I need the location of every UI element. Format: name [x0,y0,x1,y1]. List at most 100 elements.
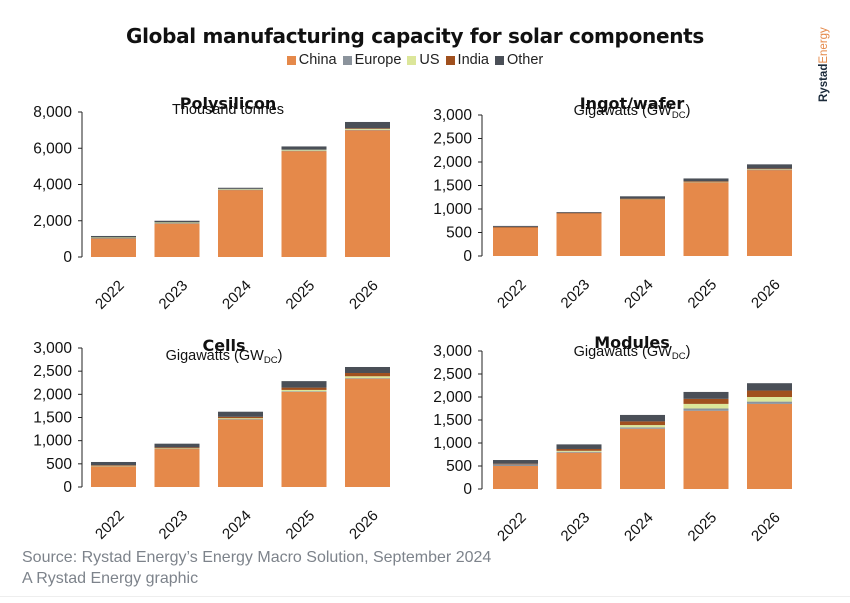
bar-segment-other-2025 [281,146,327,150]
legend-swatch-europe [342,55,352,65]
legend-item-europe: Europe [342,52,402,68]
bar-segment-china-2024 [620,428,665,489]
y-tick-label: 2,000 [433,154,472,171]
bar-segment-china-2025 [683,181,729,256]
bar-segment-europe-2026 [747,401,792,404]
y-tick-label: 3,000 [433,107,472,124]
bar-segment-other-2022 [493,225,538,227]
bar-segment-india-2026 [345,128,390,129]
bar-segment-india-2024 [620,198,665,200]
bar-segment-us-2026 [345,128,390,130]
bar-segment-india-2026 [345,373,390,377]
bar-segment-us-2024 [218,418,263,420]
y-tick-label: 0 [63,479,72,496]
footer: Source: Rystad Energy’s Energy Macro Sol… [22,547,491,589]
y-tick-label: 2,000 [33,213,72,230]
bar-segment-other-2026 [747,164,792,169]
bar-segment-europe-2024 [218,189,263,191]
y-tick-label: 8,000 [33,104,72,121]
bar-segment-us-2023 [556,450,602,452]
x-tick-label: 2022 [494,276,530,312]
legend-item-other: Other [495,52,543,68]
chart-title: Cells [202,336,245,355]
legend-swatch-china [286,55,296,65]
bar-segment-china-2022 [493,466,538,489]
legend: China Europe US India Other [0,52,830,68]
bar-segment-other-2024 [218,411,263,417]
x-tick-label: 2022 [92,507,128,543]
y-tick-label: 4,000 [33,177,72,194]
bar-segment-europe-2026 [747,169,792,171]
y-tick-label: 0 [463,248,472,265]
bar-segment-china-2026 [747,403,792,489]
x-tick-label: 2025 [283,277,319,313]
bar-segment-china-2026 [345,378,390,487]
x-tick-label: 2024 [621,509,657,545]
bar-segment-other-2022 [91,235,136,238]
y-tick-label: 0 [463,481,472,498]
x-tick-label: 2024 [219,277,255,313]
chart-title: Polysilicon [180,94,276,113]
y-tick-label: 2,000 [33,386,72,403]
bar-segment-other-2025 [683,178,729,182]
bar-segment-europe-2023 [556,451,602,453]
x-tick-label: 2026 [748,509,784,545]
x-tick-label: 2023 [558,509,594,545]
y-tick-label: 2,000 [433,389,472,406]
source-note: Source: Rystad Energy’s Energy Macro Sol… [22,549,492,566]
y-tick-label: 3,000 [33,340,72,357]
bar-segment-india-2026 [747,390,792,397]
bar-segment-china-2026 [345,130,390,257]
bar-segment-india-2025 [683,398,729,404]
x-tick-label: 2025 [685,276,721,312]
bar-segment-china-2023 [154,223,200,257]
bar-segment-other-2026 [747,383,792,391]
bottom-divider [0,596,850,597]
bar-segment-china-2023 [154,448,200,487]
x-tick-label: 2026 [346,507,382,543]
bar-segment-europe-2025 [281,150,327,152]
bar-segment-india-2023 [154,447,200,449]
bar-segment-europe-2025 [281,391,327,392]
legend-swatch-us [407,55,417,65]
bar-segment-china-2024 [218,189,263,257]
x-tick-label: 2022 [92,277,128,313]
legend-label: Europe [354,52,402,68]
y-tick-label: 1,000 [33,433,72,450]
legend-label: India [457,52,489,68]
x-tick-label: 2023 [156,507,192,543]
bar-segment-europe-2026 [345,129,390,131]
x-tick-label: 2023 [156,277,192,313]
bar-segment-china-2022 [91,466,136,487]
bar-segment-us-2024 [218,188,263,190]
legend-label: China [298,52,337,68]
bar-segment-china-2024 [620,199,665,256]
bar-segment-us-2022 [91,237,136,239]
bar-segment-china-2023 [556,212,602,256]
bar-segment-india-2022 [493,226,538,228]
legend-item-china: China [286,52,337,68]
bar-segment-us-2025 [683,403,729,409]
bar-segment-other-2025 [683,391,729,399]
legend-swatch-other [495,55,504,65]
bar-segment-india-2023 [556,212,602,214]
bar-segment-other-2023 [154,443,200,448]
chart-title: Modules [594,333,670,352]
bar-segment-other-2023 [556,444,602,449]
bar-segment-us-2025 [281,389,327,392]
bar-segment-us-2022 [91,465,136,467]
bar-segment-other-2026 [345,366,390,374]
bar-segment-us-2023 [154,448,200,449]
bar-segment-other-2025 [281,381,327,388]
bar-segment-europe-2024 [218,419,263,420]
bar-segment-india-2022 [91,465,136,466]
bar-segment-india-2023 [556,448,602,451]
bar-segment-us-2026 [747,397,792,402]
y-tick-label: 1,000 [433,435,472,452]
bar-segment-india-2022 [493,463,538,465]
bar-segment-china-2025 [281,150,327,257]
y-tick-label: 0 [63,249,72,266]
